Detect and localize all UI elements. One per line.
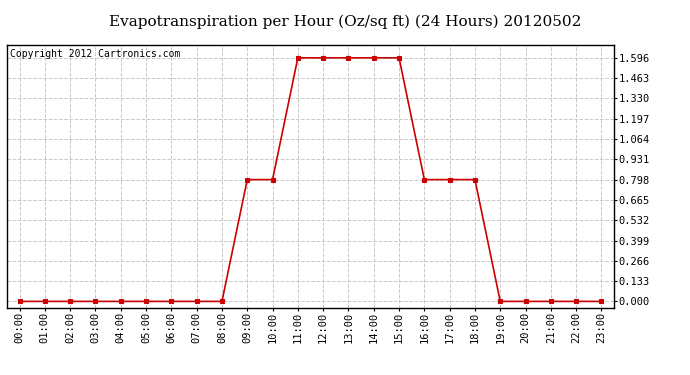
Text: Copyright 2012 Cartronics.com: Copyright 2012 Cartronics.com xyxy=(10,49,180,59)
Text: Evapotranspiration per Hour (Oz/sq ft) (24 Hours) 20120502: Evapotranspiration per Hour (Oz/sq ft) (… xyxy=(109,15,581,29)
